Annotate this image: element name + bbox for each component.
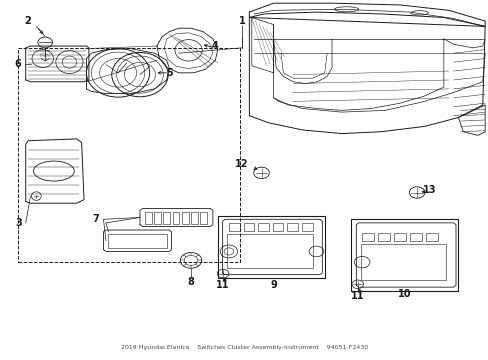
Text: 4: 4 — [211, 41, 218, 51]
Text: 3: 3 — [15, 218, 22, 228]
Bar — [228, 223, 239, 231]
Text: 2019 Hyundai Elantra    Switches Cluster Assembly-Instrument    94051-F2430: 2019 Hyundai Elantra Switches Cluster As… — [121, 345, 367, 350]
Bar — [272, 223, 283, 231]
Text: 12: 12 — [235, 159, 248, 169]
Bar — [144, 212, 151, 224]
Text: 6: 6 — [14, 59, 21, 69]
Bar — [362, 233, 373, 241]
Bar — [200, 212, 206, 224]
Bar — [377, 233, 389, 241]
Text: 11: 11 — [216, 280, 229, 291]
Text: 2: 2 — [24, 16, 30, 26]
Bar — [351, 219, 458, 291]
Text: 10: 10 — [397, 289, 411, 298]
Bar — [301, 223, 312, 231]
Text: 7: 7 — [93, 214, 100, 224]
Bar — [217, 216, 324, 278]
Bar — [163, 212, 170, 224]
Bar — [426, 233, 437, 241]
Text: 9: 9 — [270, 280, 277, 291]
Bar — [172, 212, 179, 224]
Bar — [393, 233, 405, 241]
Text: 1: 1 — [238, 16, 245, 26]
Bar — [191, 212, 198, 224]
Bar — [287, 223, 297, 231]
Text: 13: 13 — [422, 185, 435, 195]
Bar — [258, 223, 268, 231]
Bar — [409, 233, 421, 241]
Bar — [182, 212, 188, 224]
Text: 5: 5 — [165, 68, 172, 78]
Bar — [361, 244, 446, 280]
Bar — [243, 223, 254, 231]
Bar — [154, 212, 161, 224]
Text: 8: 8 — [187, 277, 194, 287]
Text: 11: 11 — [350, 291, 364, 301]
Bar — [108, 234, 166, 248]
Bar — [19, 48, 239, 262]
Bar — [227, 234, 312, 267]
